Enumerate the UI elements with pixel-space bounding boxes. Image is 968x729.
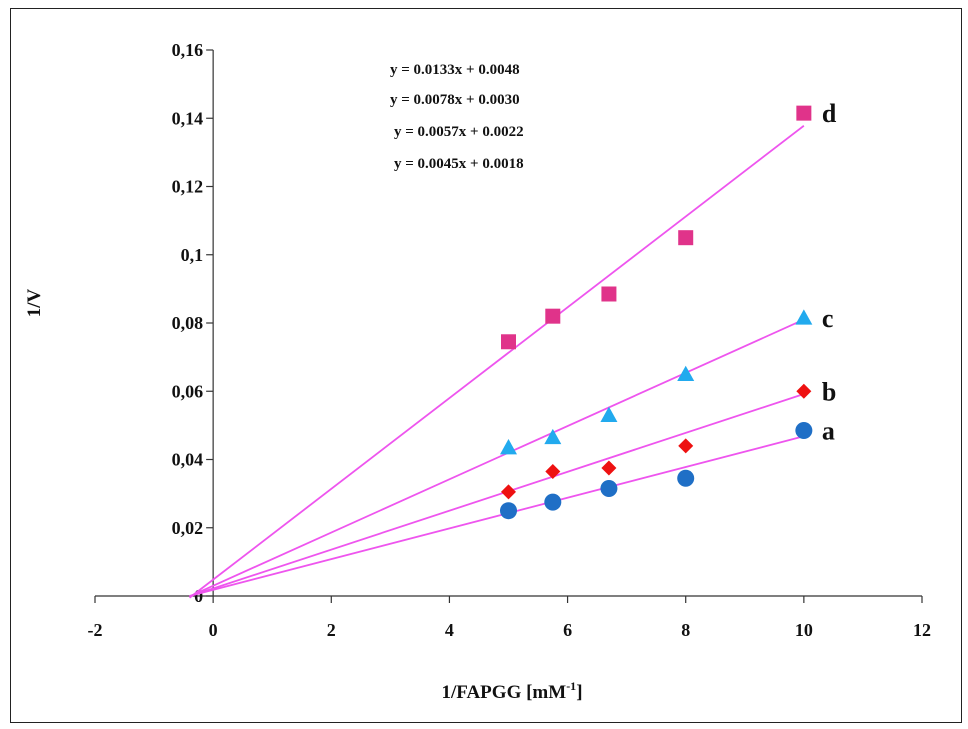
equations: y = 0.0133x + 0.0048 y = 0.0078x + 0.003… [390,62,524,172]
x-tick-label: 10 [795,620,813,640]
equation-4: y = 0.0045x + 0.0018 [394,156,524,172]
point-a [544,493,562,511]
x-axis-title-main: 1/FAPGG [mM [441,682,566,703]
y-tick-label: 0,06 [172,381,204,401]
equation-3: y = 0.0057x + 0.0022 [394,124,524,140]
fit-line-a [189,435,805,597]
point-a [500,502,517,520]
series-labels: ab c d [822,99,837,445]
series-label-d: d [822,99,837,128]
fit-line-d [188,125,805,599]
x-tick-label: 2 [327,620,336,640]
point-c [600,406,618,422]
point-a [795,421,813,439]
x-tick-label: 6 [563,620,572,640]
y-tick-label: 0,04 [172,450,204,470]
x-tick-label: 0 [209,620,218,640]
point-c [544,428,562,445]
y-tick-label: 0,1 [181,245,204,265]
y-tick-label: 0 [194,586,203,606]
series-label-b: b [822,377,836,406]
point-d [796,105,812,121]
fit-line-c [189,318,805,598]
point-b [545,463,561,479]
data-points [500,105,813,520]
point-c [500,439,517,455]
x-axis-title: 1/FAPGG [mM-1] [441,679,582,703]
series-label-c: c [822,304,834,333]
y-tick-label: 0,14 [172,108,204,128]
series-label-a: a [822,416,835,445]
point-d [545,308,561,324]
point-c [795,309,813,325]
point-b [501,484,516,500]
y-tick-label: 0,16 [172,40,204,60]
point-d [601,286,617,302]
fit-lines [188,125,805,599]
y-axis-title: 1/V [24,288,45,317]
point-b [796,383,812,399]
point-b [678,438,694,454]
point-c [677,365,695,381]
x-tick-label: 12 [913,620,931,640]
y-tick-label: 0,12 [172,177,204,197]
equation-2: y = 0.0078x + 0.0030 [390,92,520,108]
point-d [501,334,516,350]
x-axis-title-end: ] [576,682,582,703]
point-a [600,480,618,498]
x-tick-label: 4 [445,620,454,640]
y-tick-label: 0,08 [172,313,204,333]
point-d [678,230,694,246]
x-axis-title-superscript: -1 [566,679,576,693]
point-a [677,469,695,487]
y-tick-label: 0,02 [172,518,204,538]
ticks: 0 0,02 0,04 0,06 0,08 0,1 0,12 0,14 0,16 -2 0 2 4 6 8 1… [88,40,932,640]
x-tick-label: -2 [88,620,103,640]
fit-line-b [189,393,805,598]
point-b [601,460,617,476]
equation-1: y = 0.0133x + 0.0048 [390,62,520,78]
x-tick-label: 8 [681,620,690,640]
